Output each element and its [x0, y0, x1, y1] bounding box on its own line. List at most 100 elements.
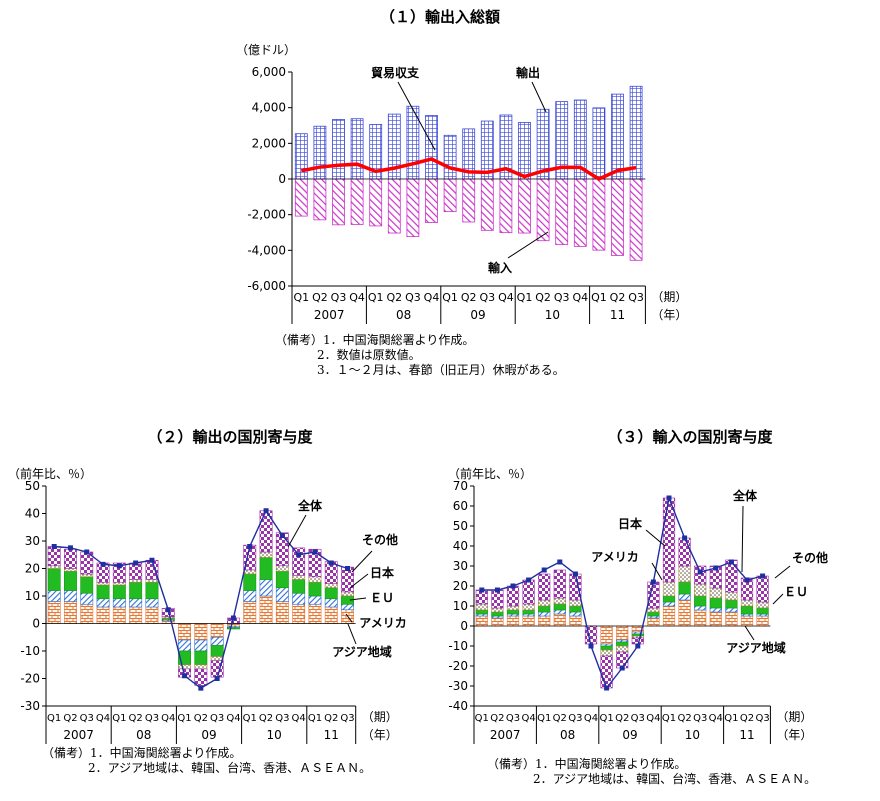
other-segment	[694, 565, 707, 585]
total-marker	[51, 544, 57, 549]
total-marker	[67, 545, 73, 551]
x-tick-label: Q4	[521, 713, 535, 724]
other-segment	[47, 546, 61, 567]
annotation-other: その他	[792, 550, 828, 565]
x-tick-label: Q4	[292, 713, 306, 724]
america-segment	[569, 611, 582, 617]
total-marker	[713, 565, 719, 571]
import-bar	[499, 178, 513, 234]
other-segment	[756, 575, 769, 603]
total-marker	[214, 676, 220, 681]
x-tick-label: Q3	[479, 291, 495, 304]
asia-segment	[96, 606, 110, 624]
period-label: （期）	[362, 710, 398, 724]
total-marker	[279, 533, 285, 538]
japan-segment	[275, 565, 289, 572]
eu-segment	[129, 581, 143, 600]
year-label: 08	[560, 728, 575, 742]
balance-annotation: 貿易収支	[371, 65, 420, 80]
unit-label: （前年比、％）	[448, 466, 532, 481]
other-segment	[194, 668, 208, 686]
x-tick-label: Q2	[129, 713, 143, 724]
eu-segment	[756, 607, 769, 615]
total-marker	[635, 643, 641, 649]
x-tick-label: Q3	[631, 713, 645, 724]
annotation-leader	[645, 529, 666, 547]
trade-balance-line	[300, 157, 637, 181]
japan-segment	[662, 581, 676, 597]
japan-segment	[491, 607, 504, 613]
asia-segment	[522, 615, 535, 627]
year-label: 10	[545, 308, 560, 322]
export-bar	[313, 125, 327, 180]
y-tick-label: 70	[453, 479, 468, 493]
x-tick-label: Q3	[275, 713, 289, 724]
japan-segment	[678, 565, 691, 583]
y-tick-label: -40	[448, 699, 468, 713]
x-tick-label: Q3	[80, 713, 94, 724]
import-bar	[592, 178, 606, 251]
x-tick-label: Q4	[96, 713, 110, 724]
total-marker	[345, 566, 351, 571]
import-bar	[350, 178, 364, 225]
total-marker	[557, 559, 563, 565]
eu-segment	[259, 557, 273, 580]
japan-segment	[178, 664, 191, 670]
eu-segment	[47, 568, 61, 591]
x-tick-label: Q1	[517, 291, 533, 304]
asia-segment	[678, 599, 691, 627]
eu-segment	[709, 597, 722, 609]
japan-segment	[292, 575, 306, 580]
eu-segment	[694, 595, 707, 607]
japan-segment	[553, 597, 566, 605]
japan-segment	[725, 591, 738, 601]
asia-segment	[600, 625, 613, 645]
america-segment	[324, 598, 338, 608]
eu-segment	[243, 573, 257, 591]
chart-total-trade: （１）輸出入総額 （億ドル） 6,000 4,000 2,000 0 -2,000 -4,00…	[236, 8, 687, 324]
america-segment	[210, 636, 224, 646]
eu-segment	[145, 581, 159, 600]
america-segment	[47, 590, 61, 602]
x-tick-label: Q4	[498, 291, 514, 304]
total-marker	[588, 643, 594, 649]
y-tick-label: -20	[448, 659, 468, 673]
chart2-note-2: 2．アジア地域は、韓国、台湾、香港、ＡＳＥＡＮ。	[88, 761, 372, 775]
x-tick-label: Q2	[312, 291, 328, 304]
x-tick-label: Q1	[537, 713, 551, 724]
other-segment	[647, 581, 660, 609]
y-tick-label: 2,000	[252, 136, 286, 150]
x-tick-label: Q1	[599, 713, 613, 724]
japan-segment	[308, 576, 322, 583]
x-tick-label: Q3	[145, 713, 159, 724]
asia-segment	[80, 603, 94, 624]
total-marker	[247, 544, 253, 549]
asia-segment	[647, 617, 660, 627]
other-segment	[308, 548, 322, 578]
x-tick-label: Q3	[340, 713, 354, 724]
asia-segment	[506, 615, 520, 627]
america-segment	[341, 603, 354, 611]
import-bar	[387, 178, 401, 234]
year-label: 09	[470, 308, 485, 322]
asia-segment	[259, 595, 273, 624]
eu-segment	[80, 576, 94, 594]
japan-segment	[96, 581, 110, 586]
eu-segment	[64, 570, 77, 591]
annotation-leader	[345, 613, 353, 623]
year-label: 09	[622, 728, 637, 742]
y-tick-label: 4,000	[252, 101, 286, 115]
other-segment	[522, 579, 535, 605]
total-marker	[312, 549, 318, 555]
eu-segment	[678, 581, 691, 595]
y-tick-label: 40	[453, 539, 468, 553]
x-tick-label: Q2	[677, 713, 691, 724]
annotation-leader	[772, 593, 784, 605]
america-segment	[178, 639, 191, 652]
other-segment	[538, 573, 551, 601]
x-tick-label: Q2	[610, 291, 626, 304]
japan-segment	[616, 645, 629, 653]
year-label: 2007	[490, 728, 521, 742]
total-marker	[728, 559, 734, 565]
export-bar	[611, 93, 624, 180]
